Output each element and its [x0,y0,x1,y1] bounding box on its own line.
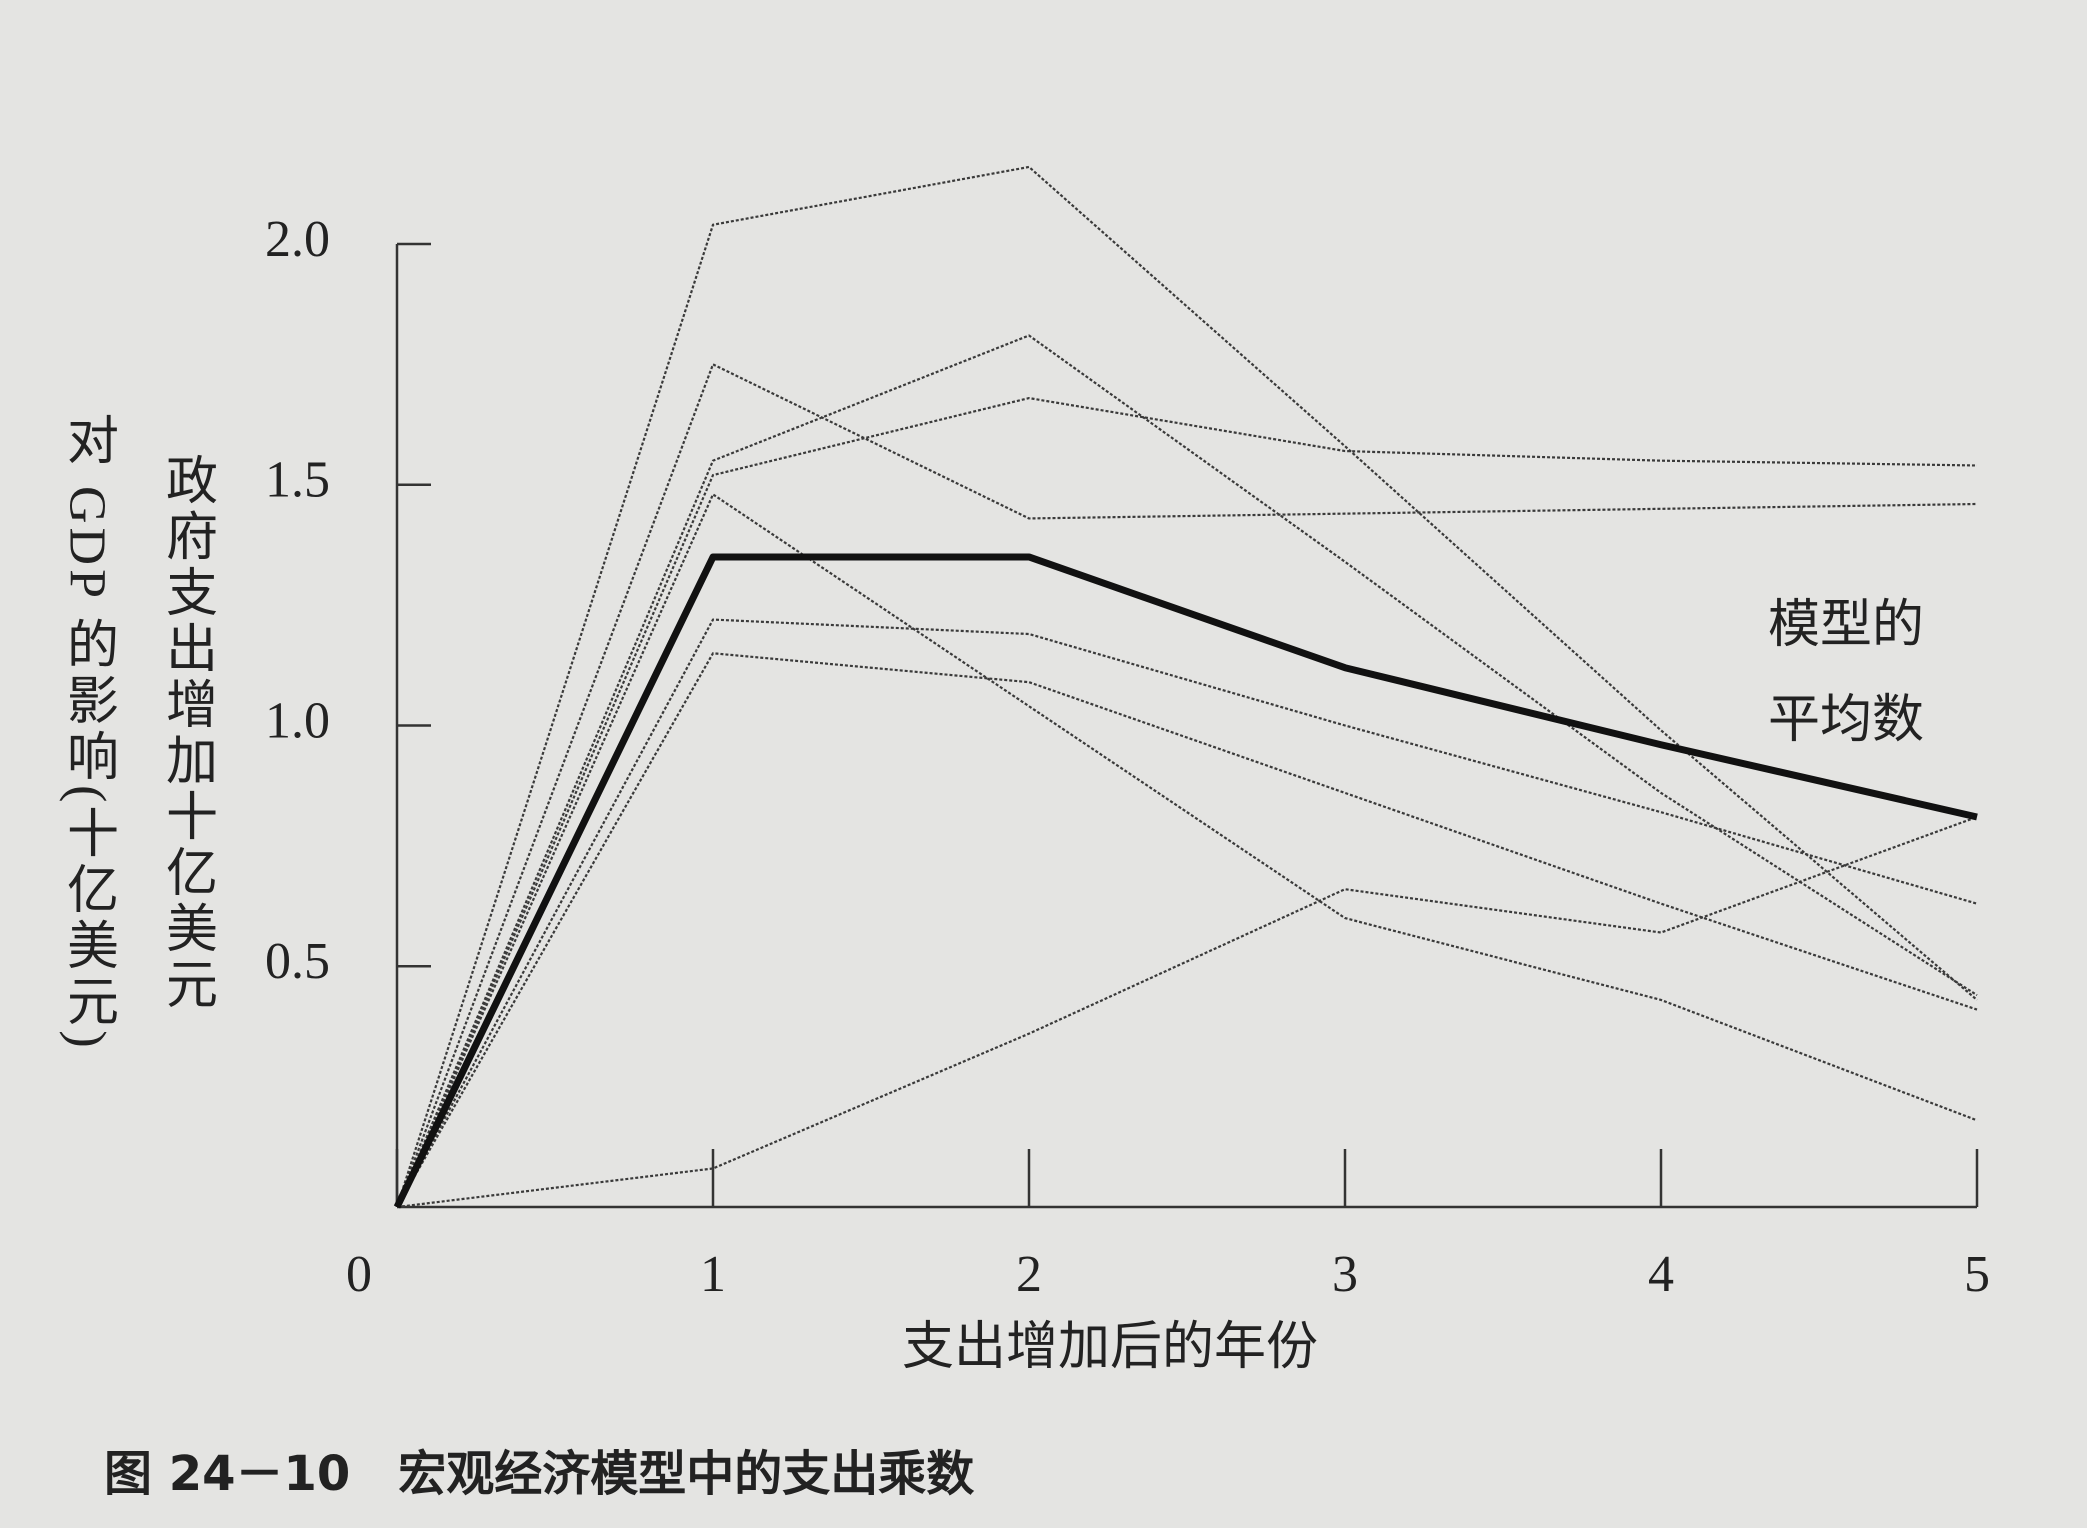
caption: 图 24－10 宏观经济模型中的支出乘数 [104,1446,974,1502]
model-line [395,334,1978,1208]
x-tick-label: 0 [346,1246,372,1303]
model-line [396,815,1978,1209]
y-tick-label: 1.0 [265,692,330,749]
y-tick-label: 0.5 [265,933,330,990]
y-tick-label: 2.0 [265,211,330,268]
y-label: 对 GDP 的影响(十亿美元) [59,413,118,1052]
x-tick-label: 5 [1964,1246,1990,1303]
model-line [396,652,1978,1208]
x-label: 支出增加后的年份 [902,1319,1318,1376]
x-tick-label: 3 [1332,1246,1358,1303]
mean-line [393,553,1978,1209]
x-tick-label: 2 [1016,1246,1042,1303]
annotation: 模型的 [1768,597,1924,654]
y-label: 政府支出增加十亿美元 [158,453,217,1013]
model-line [395,396,1978,1208]
model-line [396,618,1978,1208]
x-tick-label: 4 [1648,1246,1674,1303]
x-tick-label: 1 [700,1246,726,1303]
y-tick-label: 1.5 [265,452,330,509]
model-line [395,363,1978,1208]
model-line [395,493,1978,1208]
annotation: 平均数 [1768,692,1924,749]
